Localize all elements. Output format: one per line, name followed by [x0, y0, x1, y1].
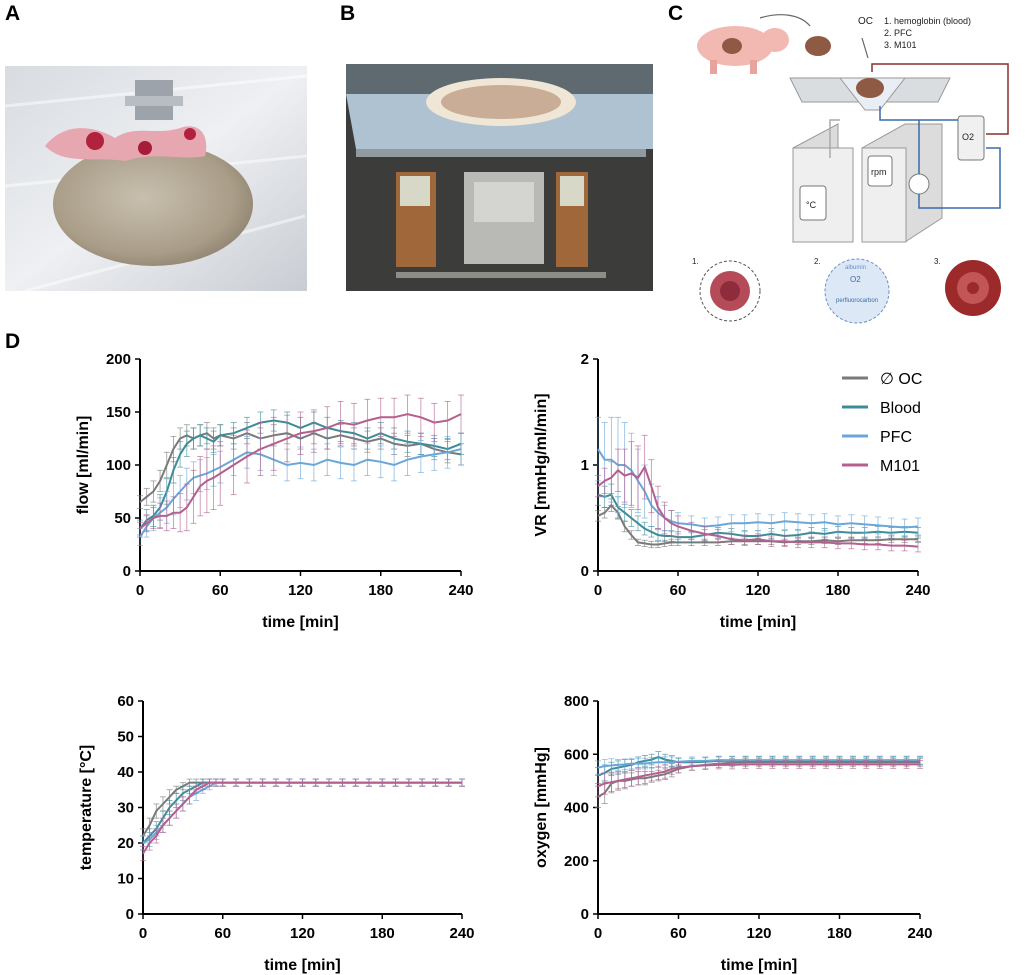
- y-tick-label: 0: [581, 563, 589, 580]
- series-3: [140, 778, 465, 862]
- y-axis-label: flow [ml/min]: [75, 416, 92, 515]
- series-line: [142, 781, 462, 855]
- chart-vascular-resistance: 0 60 120 180 240 0 1 2 time [min] VR [mmHg/ml/min…: [533, 351, 931, 631]
- y-tick-label: 20: [117, 835, 134, 852]
- x-tick-label: 60: [212, 582, 229, 599]
- y-axis-label: oxygen [mmHg]: [533, 747, 550, 868]
- chart-oxygen: 0 60 120 180 240 0 200 400 600 800 time [min] oxyge…: [533, 693, 933, 974]
- series-0: [140, 778, 465, 844]
- series-line: [597, 763, 920, 788]
- pfc-icon: [824, 258, 890, 324]
- oc-label: OC: [858, 16, 873, 27]
- panel-label-c: C: [668, 2, 684, 25]
- y-tick-label: 0: [581, 906, 589, 923]
- y-tick-label: 2: [581, 351, 589, 368]
- y-tick-label: 600: [564, 746, 589, 763]
- series-3: [595, 434, 921, 553]
- y-tick-label: 40: [117, 764, 134, 781]
- x-tick-label: 120: [288, 582, 313, 599]
- x-tick-label: 0: [594, 925, 602, 942]
- y-tick-label: 0: [126, 906, 134, 923]
- oxygenator-label: O2: [962, 132, 974, 142]
- y-axis-label: temperature [°C]: [78, 745, 95, 871]
- series-line: [142, 781, 462, 844]
- x-tick-label: 0: [136, 582, 144, 599]
- hemoglobin-icon: [699, 260, 761, 322]
- x-axis-label: time [min]: [262, 614, 338, 631]
- pfc-perfluorocarbon-text: perfluorocarbon: [836, 298, 878, 304]
- y-tick-label: 10: [117, 871, 134, 888]
- y-tick-label: 30: [117, 800, 134, 817]
- perfusion-machine-photo: [346, 64, 653, 291]
- y-tick-label: 200: [106, 351, 131, 368]
- oc-item-1: 1. hemoglobin (blood): [884, 16, 971, 26]
- x-tick-label: 120: [746, 925, 771, 942]
- y-tick-label: 0: [123, 563, 131, 580]
- x-axis-label: time [min]: [264, 957, 340, 974]
- legend-label: PFC: [880, 429, 912, 446]
- x-tick-label: 0: [594, 582, 602, 599]
- x-tick-label: 180: [368, 582, 393, 599]
- y-tick-label: 800: [564, 693, 589, 710]
- y-tick-label: 60: [117, 693, 134, 710]
- kidney-icon: [805, 36, 831, 56]
- legend-label: M101: [880, 458, 920, 475]
- x-tick-label: 60: [214, 925, 231, 942]
- y-tick-label: 400: [564, 800, 589, 817]
- x-tick-label: 120: [290, 925, 315, 942]
- y-tick-label: 50: [114, 510, 131, 527]
- x-tick-label: 180: [827, 925, 852, 942]
- x-tick-label: 240: [907, 925, 932, 942]
- oc-item-3: 3. M101: [884, 40, 917, 50]
- oc-item-2: 2. PFC: [884, 28, 913, 38]
- y-tick-label: 150: [106, 404, 131, 421]
- x-axis-label: time [min]: [720, 614, 796, 631]
- pfc-albumin-text: albumin: [845, 265, 866, 271]
- kidney-photo: [5, 66, 307, 291]
- carrier-label-1: 1.: [692, 257, 699, 266]
- series-3: [137, 394, 464, 536]
- temperature-box-label: °C: [806, 200, 817, 210]
- pig-icon: [697, 26, 789, 74]
- legend-label: Blood: [880, 400, 921, 417]
- panel-label-a: A: [5, 2, 21, 25]
- x-tick-label: 0: [139, 925, 147, 942]
- x-tick-label: 60: [670, 582, 687, 599]
- x-tick-label: 240: [448, 582, 473, 599]
- chart-flow: 0 60 120 180 240 0 50 100 150 200 time [min] flow […: [75, 351, 474, 631]
- perfusion-schematic: OC 1. hemoglobin (blood) 2. PFC 3. M101 …: [690, 8, 1022, 328]
- y-tick-label: 1: [581, 457, 589, 474]
- y-tick-label: 50: [117, 729, 134, 746]
- series-line: [142, 781, 462, 844]
- x-tick-label: 240: [905, 582, 930, 599]
- series-line: [142, 781, 462, 837]
- x-axis-label: time [min]: [721, 957, 797, 974]
- chart-temperature: 0 60 120 180 240 0 10 20 30 40 50 60 time [min] tempe…: [78, 693, 475, 974]
- carrier-label-3: 3.: [934, 257, 941, 266]
- series-line: [139, 448, 462, 538]
- legend-label: ∅ OC: [880, 371, 922, 388]
- y-axis-label: VR [mmHg/ml/min]: [533, 393, 550, 536]
- carrier-label-2: 2.: [814, 257, 821, 266]
- x-tick-label: 240: [449, 925, 474, 942]
- series-3: [595, 759, 923, 798]
- x-tick-label: 60: [670, 925, 687, 942]
- panel-label-b: B: [340, 2, 356, 25]
- x-tick-label: 180: [825, 582, 850, 599]
- panel-label-d: D: [5, 330, 21, 353]
- y-tick-label: 200: [564, 853, 589, 870]
- x-tick-label: 120: [745, 582, 770, 599]
- chart-legend: ∅ OC Blood PFC M101: [842, 371, 922, 475]
- rpm-box-label: rpm: [871, 167, 887, 177]
- series-line: [597, 464, 919, 548]
- pfc-o2-text: O2: [850, 275, 861, 284]
- series-line: [139, 413, 462, 530]
- y-tick-label: 100: [106, 457, 131, 474]
- x-tick-label: 180: [370, 925, 395, 942]
